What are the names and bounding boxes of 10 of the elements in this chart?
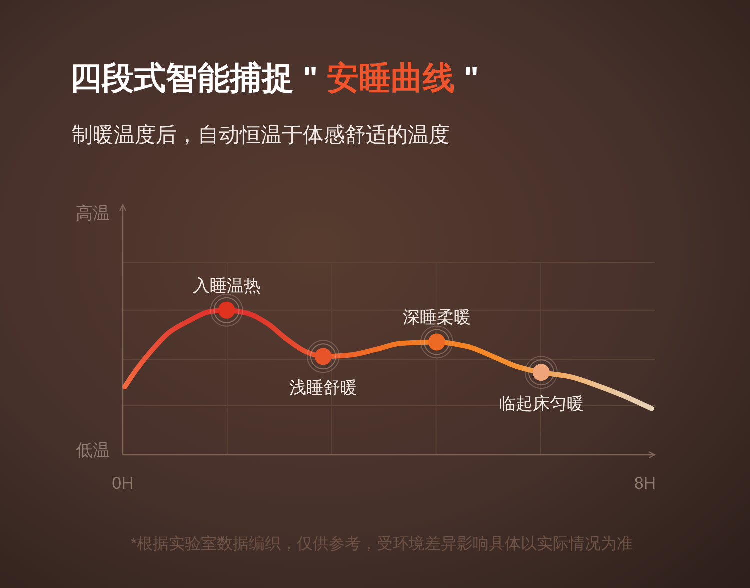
x-tick-label: 0H — [112, 474, 134, 493]
subtitle: 制暖温度后，自动恒温于体感舒适的温度 — [72, 124, 450, 147]
axis-end-label: 低温 — [76, 441, 110, 460]
point-label: 临起床匀暖 — [498, 394, 584, 414]
point-label: 深睡柔暖 — [402, 308, 471, 328]
point-label: 浅睡舒暖 — [289, 378, 358, 398]
point-label: 入睡温热 — [192, 276, 261, 296]
x-tick-label: 8H — [634, 474, 656, 493]
axis-end-label: 高温 — [76, 204, 110, 223]
title: 四段式智能捕捉 " 安睡曲线 " — [70, 60, 480, 96]
